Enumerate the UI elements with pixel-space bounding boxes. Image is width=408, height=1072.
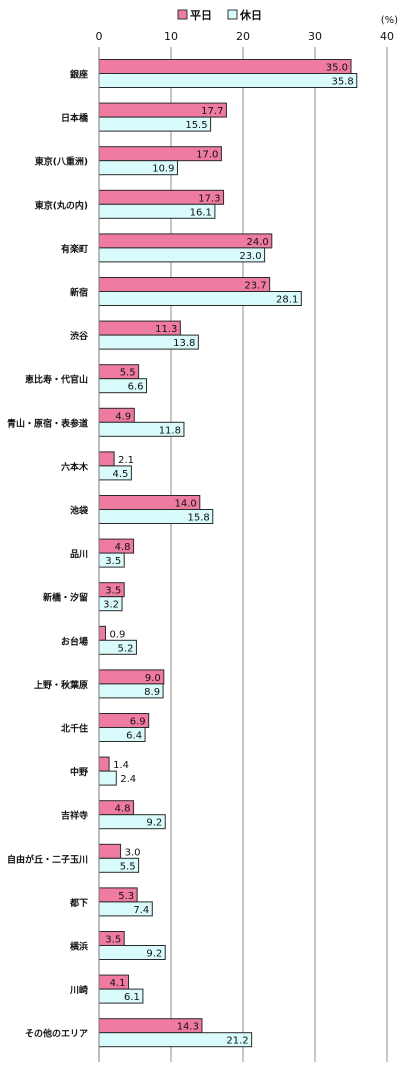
legend: 平日 休日 bbox=[177, 8, 262, 22]
bar-s1-c0 bbox=[98, 73, 358, 88]
bar-s0-c0 bbox=[98, 59, 352, 74]
value-label-s0-c17: 4.8 bbox=[115, 804, 131, 815]
value-label-s1-c11: 3.5 bbox=[105, 556, 121, 567]
x-tick-label-0: 0 bbox=[96, 30, 103, 43]
value-label-s0-c0: 35.0 bbox=[326, 63, 348, 74]
category-label-6: 渋谷 bbox=[70, 330, 89, 342]
value-label-s0-c1: 17.7 bbox=[201, 106, 223, 117]
x-tick-label-3: 30 bbox=[308, 30, 322, 43]
category-label-18: 自由が丘・二子玉川 bbox=[7, 853, 88, 865]
category-label-21: 川崎 bbox=[69, 984, 88, 996]
value-label-s1-c1: 15.5 bbox=[185, 120, 207, 131]
value-label-s0-c7: 5.5 bbox=[120, 368, 136, 379]
value-label-s1-c16: 2.4 bbox=[120, 774, 136, 785]
bar-s0-c18 bbox=[98, 843, 122, 859]
category-label-15: 北千住 bbox=[61, 723, 88, 735]
category-label-7: 恵比寿・代官山 bbox=[25, 374, 88, 386]
value-label-s0-c20: 3.5 bbox=[105, 935, 121, 946]
value-label-s1-c0: 35.8 bbox=[331, 77, 353, 88]
gridlines bbox=[170, 47, 388, 1062]
bar-s1-c16 bbox=[98, 770, 117, 786]
category-label-11: 品川 bbox=[70, 549, 88, 560]
value-label-s0-c5: 23.7 bbox=[244, 281, 266, 292]
value-label-s0-c6: 11.3 bbox=[155, 324, 177, 335]
category-label-13: お台場 bbox=[61, 635, 88, 647]
value-label-s1-c8: 11.8 bbox=[159, 425, 181, 436]
category-label-12: 新橋・汐留 bbox=[43, 592, 88, 604]
bars: 35.0 35.8 17.7 15.5 17.0 10.9 17.3 16.1 24.0 23.0… bbox=[98, 59, 358, 1048]
category-label-19: 都下 bbox=[69, 897, 88, 909]
category-label-8: 青山・原宿・表参道 bbox=[7, 417, 88, 429]
category-label-22: その他のエリア bbox=[25, 1028, 88, 1040]
category-label-4: 有楽町 bbox=[61, 243, 88, 255]
x-tick-label-4: 40 bbox=[380, 30, 394, 43]
category-label-10: 池袋 bbox=[70, 505, 89, 517]
value-label-s0-c13: 0.9 bbox=[109, 629, 125, 640]
x-axis-ticks: 0 10 20 30 40 bbox=[96, 30, 395, 43]
category-label-1: 日本橋 bbox=[61, 112, 89, 124]
value-label-s1-c4: 23.0 bbox=[239, 251, 261, 262]
value-label-s1-c14: 8.9 bbox=[144, 687, 160, 698]
value-label-s1-c18: 5.5 bbox=[120, 861, 136, 872]
value-label-s0-c12: 3.5 bbox=[105, 586, 121, 597]
category-label-17: 吉祥寺 bbox=[61, 810, 88, 822]
bar-s1-c5 bbox=[98, 291, 302, 306]
category-label-5: 新宿 bbox=[70, 287, 88, 299]
value-label-s0-c22: 14.3 bbox=[177, 1022, 199, 1033]
value-label-s0-c15: 6.9 bbox=[130, 717, 146, 728]
value-label-s1-c7: 6.6 bbox=[128, 382, 144, 393]
category-label-14: 上野・秋葉原 bbox=[34, 679, 88, 691]
value-label-s0-c4: 24.0 bbox=[247, 237, 269, 248]
value-label-s1-c2: 10.9 bbox=[152, 164, 174, 175]
value-label-s1-c5: 28.1 bbox=[276, 295, 298, 306]
legend-swatch-1 bbox=[227, 9, 238, 20]
value-label-s0-c21: 4.1 bbox=[110, 978, 126, 989]
value-label-s1-c13: 5.2 bbox=[118, 643, 134, 654]
value-label-s0-c16: 1.4 bbox=[113, 760, 129, 771]
value-label-s0-c9: 2.1 bbox=[118, 455, 134, 466]
legend-label-0: 平日 bbox=[190, 9, 212, 22]
bar-s0-c16 bbox=[98, 756, 110, 772]
value-label-s0-c2: 17.0 bbox=[196, 150, 218, 161]
x-tick-label-2: 20 bbox=[236, 30, 250, 43]
value-label-s1-c10: 15.8 bbox=[187, 513, 209, 524]
category-label-3: 東京(丸の内) bbox=[35, 199, 88, 211]
value-label-s1-c22: 21.2 bbox=[226, 1036, 248, 1047]
bar-s0-c9 bbox=[98, 451, 115, 467]
value-label-s1-c20: 9.2 bbox=[146, 949, 162, 960]
value-label-s1-c3: 16.1 bbox=[190, 207, 212, 218]
value-label-s0-c18: 3.0 bbox=[125, 847, 141, 858]
value-label-s1-c6: 13.8 bbox=[173, 338, 195, 349]
category-label-2: 東京(八重洲) bbox=[35, 156, 88, 168]
legend-label-1: 休日 bbox=[239, 8, 262, 22]
unit-label: (%) bbox=[381, 15, 398, 26]
value-label-s0-c3: 17.3 bbox=[198, 193, 220, 204]
legend-swatch-0 bbox=[177, 9, 188, 20]
value-label-s1-c19: 7.4 bbox=[133, 905, 149, 916]
value-label-s1-c15: 6.4 bbox=[126, 731, 142, 742]
value-label-s0-c19: 5.3 bbox=[118, 891, 134, 902]
value-label-s0-c10: 14.0 bbox=[175, 499, 197, 510]
x-tick-label-1: 10 bbox=[164, 30, 178, 43]
category-label-20: 横浜 bbox=[70, 941, 88, 953]
value-label-s0-c8: 4.9 bbox=[115, 411, 131, 422]
category-label-9: 六本木 bbox=[61, 461, 89, 473]
category-label-0: 銀座 bbox=[70, 69, 88, 81]
value-label-s1-c21: 6.1 bbox=[124, 992, 140, 1003]
value-label-s0-c14: 9.0 bbox=[145, 673, 161, 684]
value-label-s1-c17: 9.2 bbox=[146, 818, 162, 829]
bar-s0-c13 bbox=[98, 625, 106, 641]
category-label-16: 中野 bbox=[70, 766, 88, 778]
value-label-s1-c9: 4.5 bbox=[112, 469, 128, 480]
value-label-s1-c12: 3.2 bbox=[103, 600, 119, 611]
value-label-s0-c11: 4.8 bbox=[115, 542, 131, 553]
